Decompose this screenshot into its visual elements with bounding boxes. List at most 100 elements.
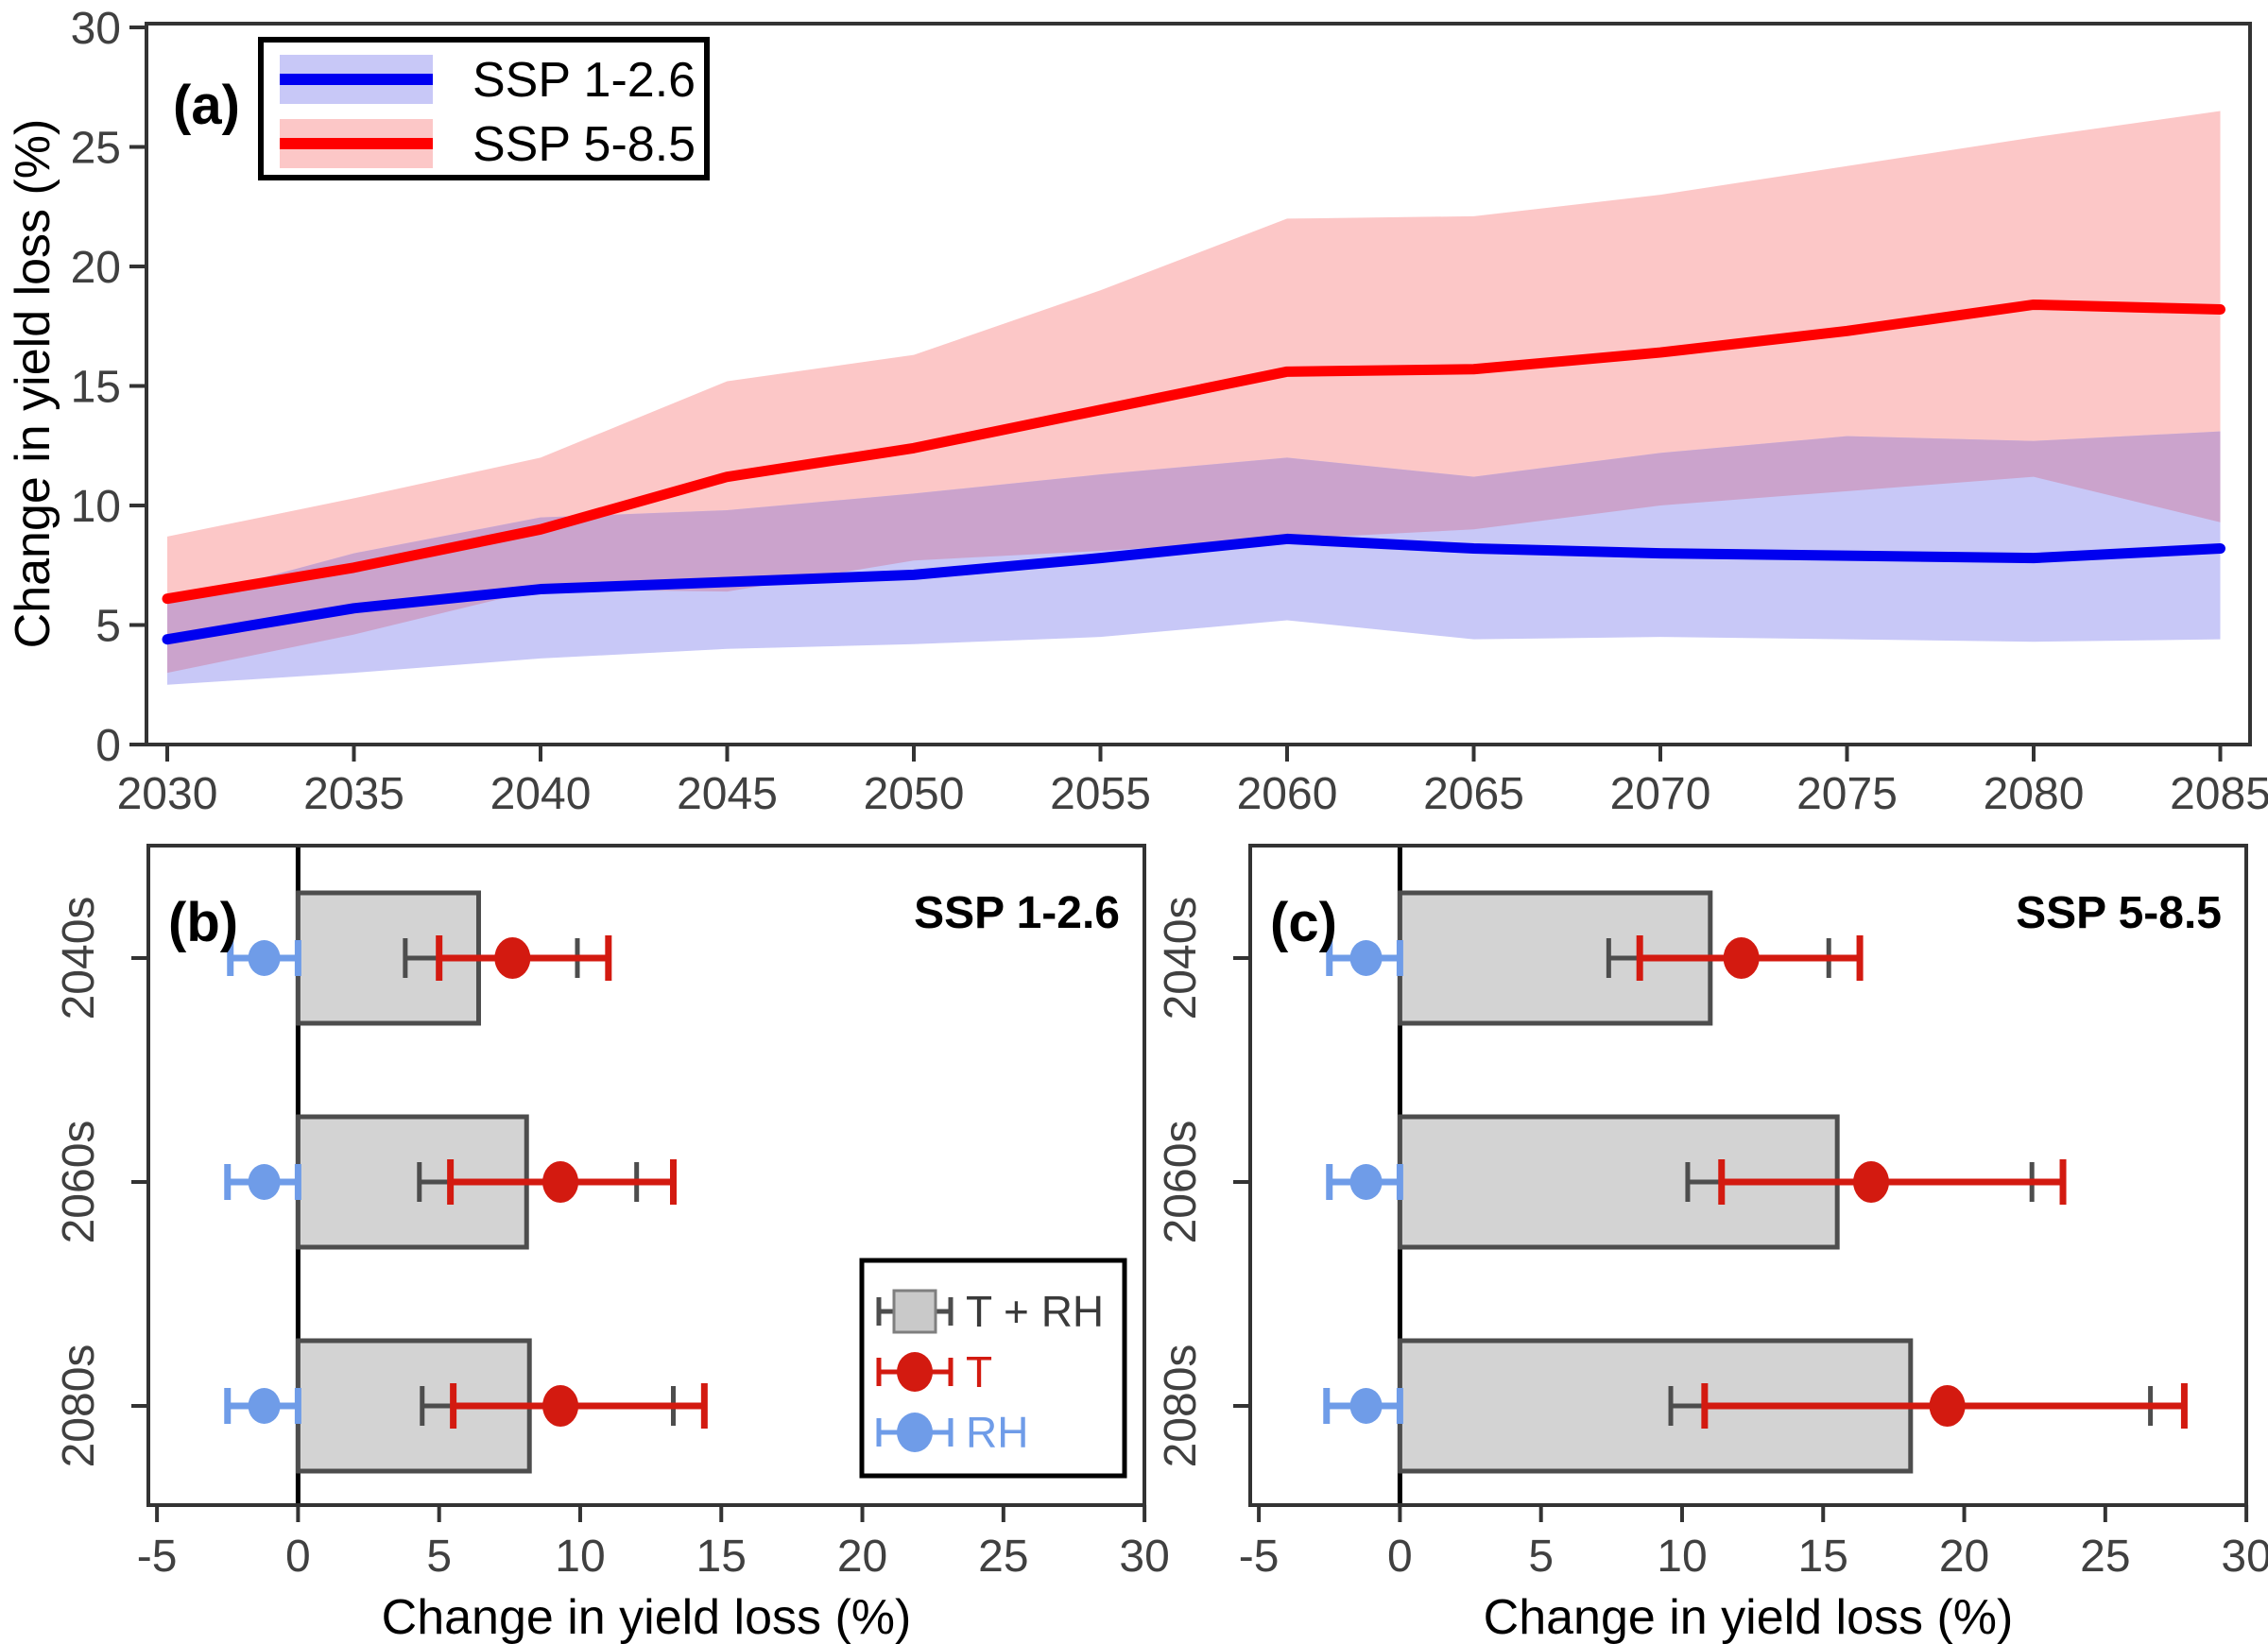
band-overlap xyxy=(167,431,2221,674)
legend-entry-rh: RH xyxy=(876,1408,1028,1457)
x-tick-label: 30 xyxy=(1119,1532,1169,1582)
category-label: 2040s xyxy=(54,897,104,1020)
legend-dot-swatch xyxy=(897,1352,933,1392)
x-tick-label: 2055 xyxy=(1050,769,1151,819)
row-2060s xyxy=(224,1114,677,1250)
category-label: 2060s xyxy=(54,1121,104,1244)
point-rh-2040s xyxy=(248,940,281,976)
panel-c: 2040s 2060s 2080s -5 0 5 10 15 20 25 30 Change in y… xyxy=(1156,844,2268,1644)
panel-a-label: (a) xyxy=(173,75,240,136)
legend-label: T xyxy=(966,1347,992,1396)
x-tick-label: 15 xyxy=(696,1532,747,1582)
x-tick-label: 25 xyxy=(978,1532,1028,1582)
x-tick-label: 2065 xyxy=(1423,769,1524,819)
x-tick-label: 2050 xyxy=(864,769,965,819)
point-t-2040s xyxy=(1723,937,1760,979)
x-tick-label: 30 xyxy=(2221,1532,2268,1582)
panel-a: 2030 2035 2040 2045 2050 2055 2060 2065 2070 2075… xyxy=(6,4,2268,819)
point-t-2040s xyxy=(494,937,531,979)
legend-line-swatch xyxy=(280,74,433,85)
row-2040s xyxy=(1326,890,1864,1026)
ci-t-2080s xyxy=(1701,1383,2188,1429)
x-tick-label: 2070 xyxy=(1610,769,1711,819)
panel-c-label: (c) xyxy=(1270,892,1337,953)
row-2060s xyxy=(1326,1114,2067,1250)
ci-t-2060s xyxy=(1718,1159,2067,1205)
y-tick-label: 20 xyxy=(71,243,121,293)
line-ssp-5-8-5 xyxy=(162,299,2225,605)
x-tick-label: 2045 xyxy=(677,769,778,819)
x-tick-label: 25 xyxy=(2080,1532,2130,1582)
category-label: 2060s xyxy=(1156,1121,1206,1244)
panel-b-border xyxy=(146,844,1146,1507)
x-tick-label: 20 xyxy=(837,1532,887,1582)
legend-entry-t: T xyxy=(876,1347,992,1396)
x-tick-label: 20 xyxy=(1939,1532,1989,1582)
ci-t-2040s xyxy=(1636,935,1864,981)
legend-line-swatch xyxy=(280,138,433,149)
legend-label: T + RH xyxy=(966,1287,1104,1336)
x-tick-label: 10 xyxy=(555,1532,605,1582)
category-label: 2080s xyxy=(54,1344,104,1468)
x-tick-label: 2080 xyxy=(1984,769,2085,819)
y-tick-label: 25 xyxy=(71,124,121,174)
x-axis-title: Change in yield loss (%) xyxy=(1484,1590,2014,1644)
x-tick-label: 5 xyxy=(1528,1532,1554,1582)
panel-c-title: SSP 5-8.5 xyxy=(2016,888,2222,938)
x-tick-label: 2030 xyxy=(117,769,218,819)
panel-b-label: (b) xyxy=(168,892,238,953)
y-tick-label: 0 xyxy=(95,721,121,771)
panel-a-legend: SSP 1-2.6 SSP 5-8.5 xyxy=(258,37,710,180)
x-tick-label: 5 xyxy=(426,1532,452,1582)
category-label: 2040s xyxy=(1156,897,1206,1020)
legend-label: RH xyxy=(966,1408,1028,1457)
legend-entry-t-rh: T + RH xyxy=(876,1287,1104,1336)
point-t-2080s xyxy=(542,1385,579,1427)
point-t-2080s xyxy=(1929,1385,1966,1427)
y-tick-label: 5 xyxy=(95,602,121,652)
legend-label: SSP 5-8.5 xyxy=(472,117,696,172)
ci-rh-2080s xyxy=(224,1388,301,1424)
legend-label: SSP 1-2.6 xyxy=(472,53,696,108)
y-axis-title: Change in yield loss (%) xyxy=(6,119,60,649)
point-rh-2080s xyxy=(248,1388,281,1424)
x-tick-label: 2035 xyxy=(303,769,404,819)
y-tick-label: 30 xyxy=(71,4,121,54)
panel-b-title: SSP 1-2.6 xyxy=(914,888,1120,938)
point-rh-2060s xyxy=(248,1164,281,1200)
ci-rh-2060s xyxy=(1326,1164,1403,1200)
x-tick-label: -5 xyxy=(137,1532,178,1582)
y-tick-label: 15 xyxy=(71,363,121,413)
x-tick-label: 2085 xyxy=(2170,769,2268,819)
point-rh-2040s xyxy=(1349,940,1383,976)
row-2040s xyxy=(227,890,612,1026)
category-label: 2080s xyxy=(1156,1344,1206,1468)
x-axis-title: Change in yield loss (%) xyxy=(382,1590,912,1644)
ci-t-2040s xyxy=(436,935,612,981)
bar-legend: T + RH T RH xyxy=(859,1258,1127,1479)
row-2080s xyxy=(224,1338,708,1474)
ci-rh-2080s xyxy=(1323,1388,1403,1424)
legend-square-swatch xyxy=(892,1289,937,1334)
x-tick-label: 2075 xyxy=(1796,769,1898,819)
line-ssp-1-2-6 xyxy=(162,533,2225,645)
legend-entry-ssp-1-2-6: SSP 1-2.6 xyxy=(280,53,696,108)
x-tick-label: 10 xyxy=(1657,1532,1707,1582)
legend-entry-ssp-5-8-5: SSP 5-8.5 xyxy=(280,117,696,172)
ci-rh-2060s xyxy=(224,1164,301,1200)
panel-c-border xyxy=(1248,844,2248,1507)
point-rh-2080s xyxy=(1349,1388,1383,1424)
point-rh-2060s xyxy=(1349,1164,1383,1200)
x-tick-label: 2040 xyxy=(490,769,592,819)
x-tick-label: 0 xyxy=(1387,1532,1413,1582)
x-tick-label: 2060 xyxy=(1237,769,1338,819)
x-tick-label: -5 xyxy=(1239,1532,1280,1582)
y-tick-label: 10 xyxy=(71,482,121,532)
ci-t-2060s xyxy=(447,1159,677,1205)
legend-dot-swatch xyxy=(897,1413,933,1452)
x-tick-label: 0 xyxy=(285,1532,311,1582)
x-tick-label: 15 xyxy=(1798,1532,1848,1582)
row-2080s xyxy=(1323,1338,2188,1474)
